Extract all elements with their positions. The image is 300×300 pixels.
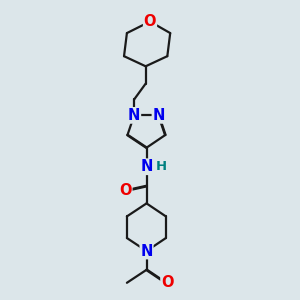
Text: N: N xyxy=(128,108,140,123)
Text: N: N xyxy=(140,244,153,259)
Text: O: O xyxy=(144,14,156,29)
Text: N: N xyxy=(140,159,153,174)
Text: O: O xyxy=(119,183,132,198)
Text: H: H xyxy=(156,160,167,173)
Text: N: N xyxy=(152,108,165,123)
Text: O: O xyxy=(161,275,174,290)
